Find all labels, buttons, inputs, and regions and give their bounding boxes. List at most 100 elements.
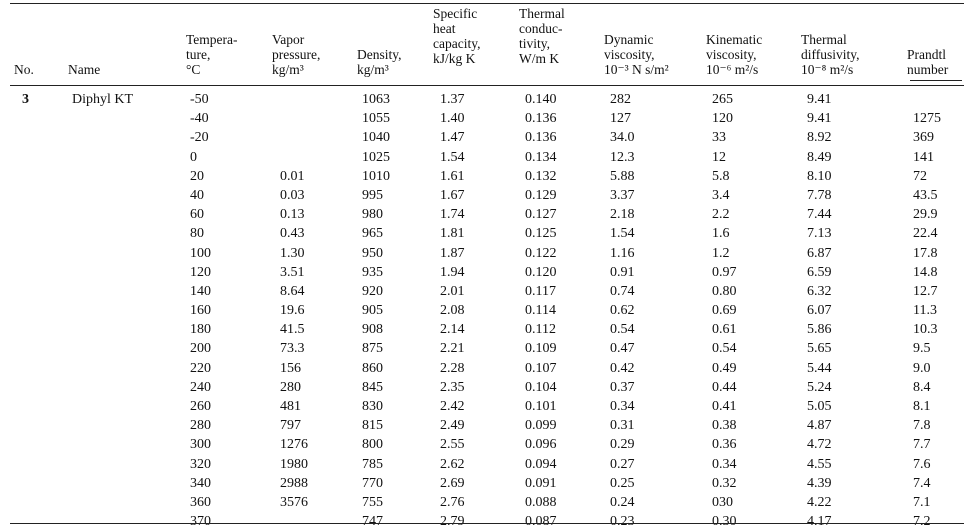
prandtl-cell: 11.3 — [913, 303, 937, 319]
kinematic-viscosity-cell: 0.32 — [712, 475, 737, 491]
kinematic-viscosity-cell: 12 — [712, 149, 726, 165]
kinematic-viscosity-cell: 5.8 — [712, 168, 730, 184]
table-row: 340 2988 770 2.69 0.091 0.25 0.32 4.39 7.4 — [0, 474, 966, 493]
fluid-name: Diphyl KT — [72, 92, 134, 107]
heat-capacity-cell: 2.35 — [440, 379, 465, 395]
prandtl-cell: 369 — [913, 130, 934, 146]
prandtl-underline — [910, 80, 962, 81]
heat-capacity-cell: 2.28 — [440, 360, 465, 376]
header-density: Density, kg/m³ — [357, 47, 402, 77]
header-kinematic-viscosity: Kinematic viscosity, 10⁻⁶ m²/s — [706, 32, 763, 77]
temperature-cell: 140 — [190, 283, 211, 299]
heat-capacity-cell: 2.76 — [440, 494, 465, 510]
kinematic-viscosity-cell: 0.97 — [712, 264, 737, 280]
kinematic-viscosity-cell: 3.4 — [712, 187, 730, 203]
kinematic-viscosity-cell: 1.2 — [712, 245, 730, 261]
table-row: 200 73.3 875 2.21 0.109 0.47 0.54 5.65 9.5 — [0, 339, 966, 358]
diffusivity-cell: 7.13 — [807, 226, 832, 242]
header-prandtl: Prandtl number — [907, 47, 949, 77]
temperature-cell: 280 — [190, 418, 211, 434]
prandtl-cell: 9.0 — [913, 360, 931, 376]
diffusivity-cell: 7.78 — [807, 187, 832, 203]
table-row: 60 0.13 980 1.74 0.127 2.18 2.2 7.44 29.9 — [0, 205, 966, 224]
vapor-pressure-cell: 3576 — [280, 494, 308, 510]
dynamic-viscosity-cell: 0.29 — [610, 437, 635, 453]
temperature-cell: 200 — [190, 341, 211, 357]
dynamic-viscosity-cell: 3.37 — [610, 187, 635, 203]
diffusivity-cell: 5.24 — [807, 379, 832, 395]
header-heat-capacity: Specific heat capacity, kJ/kg K — [433, 6, 481, 66]
vapor-pressure-cell: 797 — [280, 418, 301, 434]
table-row: 180 41.5 908 2.14 0.112 0.54 0.61 5.86 10.3 — [0, 320, 966, 339]
table-row: -40 1055 1.40 0.136 127 120 9.41 1275 — [0, 109, 966, 128]
table-row: 0 1025 1.54 0.134 12.3 12 8.49 141 — [0, 148, 966, 167]
temperature-cell: 40 — [190, 187, 204, 203]
kinematic-viscosity-cell: 0.54 — [712, 341, 737, 357]
prandtl-cell: 72 — [913, 168, 927, 184]
diffusivity-cell: 4.87 — [807, 418, 832, 434]
table-body: 3 Diphyl KT -50 1063 1.37 0.140 282 265 9.41 -40 1… — [0, 90, 966, 531]
conductivity-cell: 0.134 — [525, 149, 557, 165]
dynamic-viscosity-cell: 282 — [610, 92, 631, 107]
diffusivity-cell: 4.39 — [807, 475, 832, 491]
conductivity-cell: 0.112 — [525, 322, 556, 338]
dynamic-viscosity-cell: 0.42 — [610, 360, 635, 376]
table-row: 280 797 815 2.49 0.099 0.31 0.38 4.87 7.8 — [0, 416, 966, 435]
table-row: 120 3.51 935 1.94 0.120 0.91 0.97 6.59 14.8 — [0, 263, 966, 282]
row-number: 3 — [22, 92, 29, 107]
dynamic-viscosity-cell: 0.25 — [610, 475, 635, 491]
temperature-cell: -50 — [190, 92, 209, 107]
conductivity-cell: 0.140 — [525, 92, 557, 107]
table-header-rule — [10, 85, 964, 86]
conductivity-cell: 0.099 — [525, 418, 557, 434]
density-cell: 995 — [362, 187, 383, 203]
diffusivity-cell: 4.72 — [807, 437, 832, 453]
kinematic-viscosity-cell: 0.38 — [712, 418, 737, 434]
header-dynamic-viscosity: Dynamic viscosity, 10⁻³ N s/m² — [604, 32, 669, 77]
dynamic-viscosity-cell: 0.27 — [610, 456, 635, 472]
heat-capacity-cell: 2.62 — [440, 456, 465, 472]
temperature-cell: -20 — [190, 130, 209, 146]
conductivity-cell: 0.122 — [525, 245, 557, 261]
vapor-pressure-cell: 1276 — [280, 437, 308, 453]
conductivity-cell: 0.125 — [525, 226, 557, 242]
prandtl-cell: 7.2 — [913, 514, 931, 530]
conductivity-cell: 0.088 — [525, 494, 557, 510]
conductivity-cell: 0.129 — [525, 187, 557, 203]
conductivity-cell: 0.117 — [525, 283, 556, 299]
dynamic-viscosity-cell: 0.62 — [610, 303, 635, 319]
temperature-cell: 260 — [190, 399, 211, 414]
dynamic-viscosity-cell: 0.74 — [610, 283, 635, 299]
table-row: 370 747 2.79 0.087 0.23 0.30 4.17 7.2 — [0, 512, 966, 531]
prandtl-cell: 14.8 — [913, 264, 938, 280]
heat-capacity-cell: 2.55 — [440, 437, 465, 453]
density-cell: 1055 — [362, 111, 390, 127]
prandtl-cell: 7.4 — [913, 475, 931, 491]
vapor-pressure-cell: 156 — [280, 360, 301, 376]
density-cell: 845 — [362, 379, 383, 395]
diffusivity-cell: 4.22 — [807, 494, 832, 510]
dynamic-viscosity-cell: 12.3 — [610, 149, 635, 165]
conductivity-cell: 0.132 — [525, 168, 557, 184]
vapor-pressure-cell: 3.51 — [280, 264, 305, 280]
prandtl-cell: 1275 — [913, 111, 941, 127]
diffusivity-cell: 6.32 — [807, 283, 832, 299]
table-row: 80 0.43 965 1.81 0.125 1.54 1.6 7.13 22.4 — [0, 224, 966, 243]
diffusivity-cell: 8.10 — [807, 168, 832, 184]
diffusivity-cell: 8.92 — [807, 130, 832, 146]
prandtl-cell: 22.4 — [913, 226, 938, 242]
header-no: No. — [14, 62, 34, 77]
table-row: 300 1276 800 2.55 0.096 0.29 0.36 4.72 7.7 — [0, 435, 966, 454]
diffusivity-cell: 6.59 — [807, 264, 832, 280]
conductivity-cell: 0.136 — [525, 111, 557, 127]
dynamic-viscosity-cell: 2.18 — [610, 207, 635, 223]
table-row: 100 1.30 950 1.87 0.122 1.16 1.2 6.87 17.8 — [0, 244, 966, 263]
kinematic-viscosity-cell: 0.80 — [712, 283, 737, 299]
table-row: 140 8.64 920 2.01 0.117 0.74 0.80 6.32 12.7 — [0, 282, 966, 301]
vapor-pressure-cell: 8.64 — [280, 283, 305, 299]
header-temperature: Tempera- ture, °C — [186, 32, 238, 77]
vapor-pressure-cell: 2988 — [280, 475, 308, 491]
temperature-cell: 340 — [190, 475, 211, 491]
dynamic-viscosity-cell: 0.34 — [610, 399, 635, 414]
